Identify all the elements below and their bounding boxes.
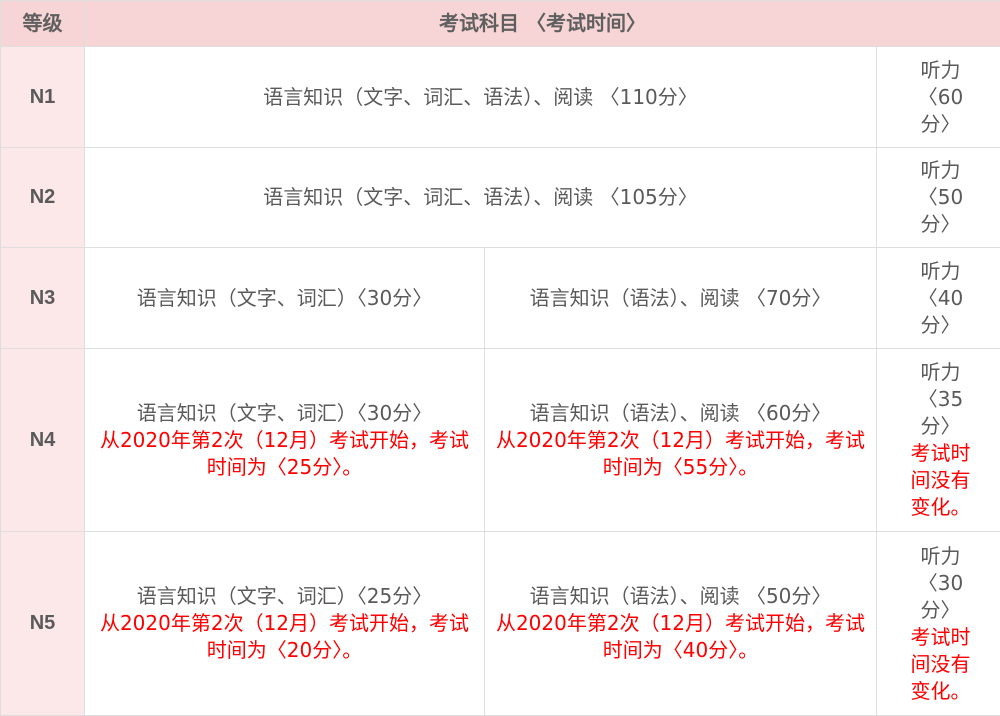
table-row: N3 语言知识（文字、词汇）〈30分〉 语言知识（语法）、阅读 〈70分〉 听力…: [1, 248, 1000, 349]
level-cell: N2: [1, 148, 85, 248]
grammar-cell: 语言知识（语法）、阅读 〈50分〉从2020年第2次（12月）考试开始，考试时间…: [485, 532, 877, 716]
vocab-text: 语言知识（文字、词汇）〈30分〉: [137, 401, 432, 425]
listening-text: 听力〈35分〉: [918, 360, 963, 438]
vocab-note: 从2020年第2次（12月）考试开始，考试时间为〈20分〉。: [95, 610, 474, 664]
header-level: 等级: [1, 1, 85, 47]
grammar-text: 语言知识（语法）、阅读 〈50分〉: [530, 584, 832, 608]
listening-cell: 听力〈50分〉: [877, 148, 1000, 248]
level-cell: N3: [1, 248, 85, 349]
level-cell: N4: [1, 349, 85, 532]
vocab-cell: 语言知识（文字、词汇）〈25分〉从2020年第2次（12月）考试开始，考试时间为…: [85, 532, 485, 716]
table-row: N5 语言知识（文字、词汇）〈25分〉从2020年第2次（12月）考试开始，考试…: [1, 532, 1000, 716]
vocab-text: 语言知识（文字、词汇）〈25分〉: [137, 584, 432, 608]
vocab-cell: 语言知识（文字、词汇）〈30分〉: [85, 248, 485, 349]
listening-cell: 听力〈40分〉: [877, 248, 1000, 349]
level-cell: N5: [1, 532, 85, 716]
level-cell: N1: [1, 47, 85, 148]
grammar-text: 语言知识（语法）、阅读 〈60分〉: [530, 401, 832, 425]
listening-cell: 听力〈30分〉考试时间没有变化。: [877, 532, 1000, 716]
listening-note: 考试时间没有变化。: [907, 624, 974, 705]
table-row: N1 语言知识（文字、词汇、语法）、阅读 〈110分〉 听力〈60分〉: [1, 47, 1000, 148]
vocab-cell: 语言知识（文字、词汇）〈30分〉从2020年第2次（12月）考试开始，考试时间为…: [85, 349, 485, 532]
subject-cell: 语言知识（文字、词汇、语法）、阅读 〈105分〉: [85, 148, 877, 248]
vocab-note: 从2020年第2次（12月）考试开始，考试时间为〈25分〉。: [95, 427, 474, 481]
table-row: N2 语言知识（文字、词汇、语法）、阅读 〈105分〉 听力〈50分〉: [1, 148, 1000, 248]
subject-cell: 语言知识（文字、词汇、语法）、阅读 〈110分〉: [85, 47, 877, 148]
grammar-cell: 语言知识（语法）、阅读 〈70分〉: [485, 248, 877, 349]
grammar-note: 从2020年第2次（12月）考试开始，考试时间为〈40分〉。: [495, 610, 866, 664]
listening-cell: 听力〈60分〉: [877, 47, 1000, 148]
header-row: 等级 考试科目 〈考试时间〉: [1, 1, 1000, 47]
listening-cell: 听力〈35分〉考试时间没有变化。: [877, 349, 1000, 532]
grammar-note: 从2020年第2次（12月）考试开始，考试时间为〈55分〉。: [495, 427, 866, 481]
table-row: N4 语言知识（文字、词汇）〈30分〉从2020年第2次（12月）考试开始，考试…: [1, 349, 1000, 532]
grammar-cell: 语言知识（语法）、阅读 〈60分〉从2020年第2次（12月）考试开始，考试时间…: [485, 349, 877, 532]
header-subjects: 考试科目 〈考试时间〉: [85, 1, 1000, 47]
listening-text: 听力〈30分〉: [918, 544, 963, 622]
listening-note: 考试时间没有变化。: [907, 440, 974, 521]
